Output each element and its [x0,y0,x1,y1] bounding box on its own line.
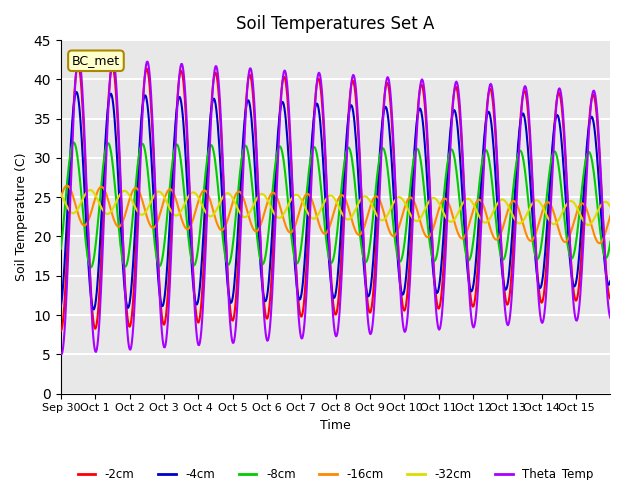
Theta_Temp [58,351,65,357]
-2cm [250,112,258,118]
Title: Soil Temperatures Set A: Soil Temperatures Set A [236,15,435,33]
-16cm [63,183,71,189]
-32cm [424,201,431,207]
-2cm [74,62,82,68]
-32cm [122,189,130,194]
-4cm [123,303,131,309]
Theta_Temp [57,351,65,357]
-32cm [393,195,401,201]
-16cm [223,218,231,224]
-32cm [57,191,65,197]
-16cm [596,240,604,246]
Line: -8cm: -8cm [61,143,611,267]
-32cm [607,204,614,210]
-32cm [223,190,231,196]
-16cm [57,194,65,200]
-2cm [424,147,431,153]
-4cm [272,164,280,170]
-32cm [250,201,258,206]
-2cm [223,261,231,266]
Legend: -2cm, -4cm, -8cm, -16cm, -32cm, Theta_Temp: -2cm, -4cm, -8cm, -16cm, -32cm, Theta_Te… [73,463,598,480]
-8cm [394,254,401,260]
-4cm [73,89,81,95]
-32cm [584,222,592,228]
Theta_Temp [424,153,432,158]
-32cm [86,187,94,193]
Line: -32cm: -32cm [61,190,611,225]
-16cm [122,208,130,214]
-8cm [87,264,95,270]
-8cm [607,239,614,245]
Theta_Temp [607,315,614,321]
-4cm [57,303,65,309]
Line: Theta_Temp: Theta_Temp [61,57,611,354]
Y-axis label: Soil Temperature (C): Soil Temperature (C) [15,153,28,281]
-4cm [607,278,614,284]
-8cm [123,261,131,267]
-8cm [272,158,280,164]
-4cm [251,168,259,173]
Theta_Temp [272,209,280,215]
-16cm [271,191,279,197]
-2cm [393,218,401,224]
Theta_Temp [75,54,83,60]
-2cm [57,328,65,334]
-16cm [607,213,614,218]
Theta_Temp [251,113,259,119]
Theta_Temp [224,280,232,286]
-2cm [271,204,279,210]
-16cm [250,228,258,233]
-4cm [424,198,432,204]
-4cm [224,284,232,289]
-32cm [271,212,279,218]
-8cm [424,229,432,235]
-16cm [424,234,431,240]
Text: BC_met: BC_met [72,54,120,67]
Line: -2cm: -2cm [61,65,611,331]
Theta_Temp [123,321,131,327]
-2cm [607,296,614,301]
-16cm [393,229,401,235]
-4cm [90,307,98,312]
X-axis label: Time: Time [320,419,351,432]
Line: -16cm: -16cm [61,186,611,243]
-8cm [224,262,232,267]
Theta_Temp [394,233,401,239]
Line: -4cm: -4cm [61,92,611,310]
-4cm [394,254,401,260]
-2cm [122,299,130,304]
-8cm [251,214,259,219]
-8cm [57,246,65,252]
-8cm [70,140,77,145]
